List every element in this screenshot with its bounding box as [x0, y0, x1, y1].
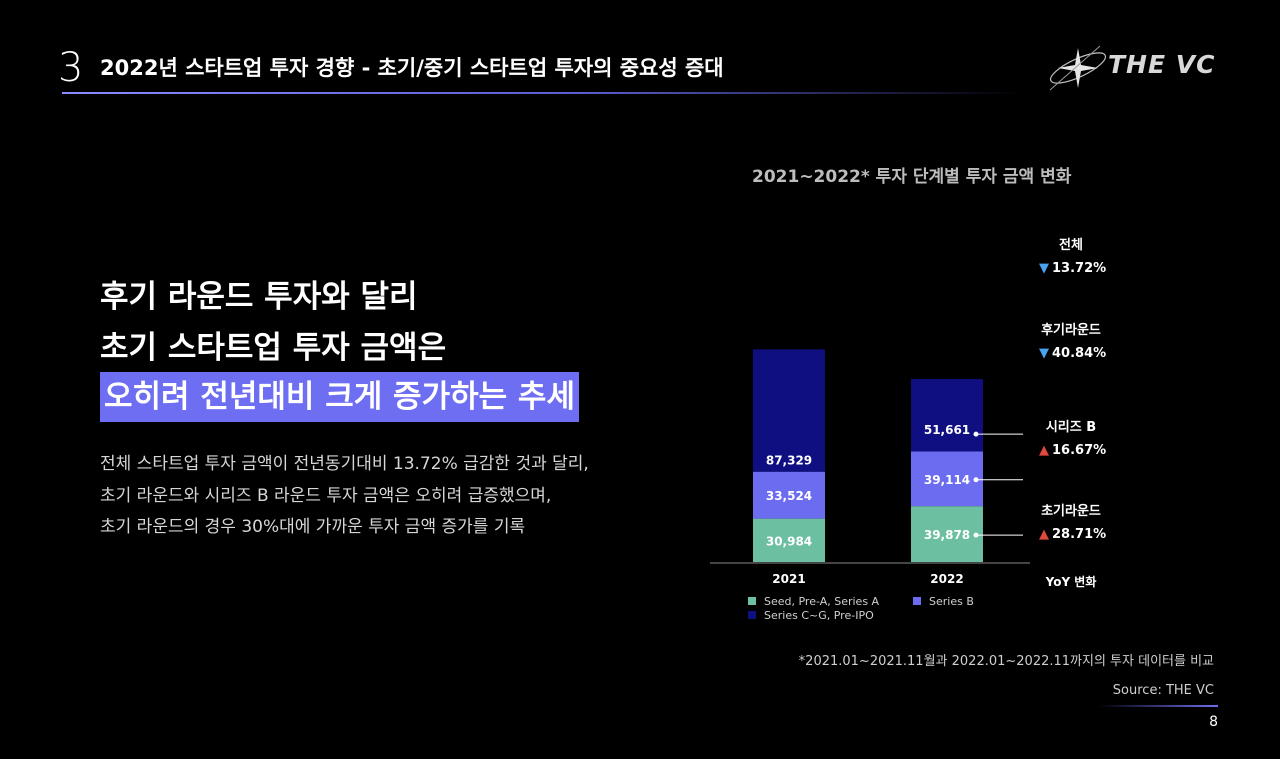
headline-line-1: 후기 라운드 투자와 달리: [100, 279, 418, 315]
section-number: 3: [58, 45, 84, 91]
page-title: 2022년 스타트업 투자 경향 - 초기/중기 스타트업 투자의 중요성 증대: [100, 56, 724, 80]
yoy-value-0: 13.72%: [1052, 261, 1106, 276]
body-line-2: 초기 라운드와 시리즈 B 라운드 투자 금액은 오히려 급증했으며,: [100, 486, 552, 506]
triangle-down-icon: ▼: [1039, 346, 1049, 361]
legend-label-1: Series B: [929, 595, 974, 608]
legend-label-2: Series C~G, Pre-IPO: [764, 609, 874, 622]
header-divider: [62, 92, 1022, 94]
headline-line-2: 초기 스타트업 투자 금액은: [100, 330, 447, 366]
body-line-1: 전체 스타트업 투자 금액이 전년동기대비 13.72% 급감한 것과 달리,: [100, 454, 589, 474]
legend-swatch-1: [913, 597, 921, 605]
legend-swatch-2: [748, 611, 756, 619]
triangle-up-icon: ▲: [1039, 443, 1049, 458]
yoy-axis-title: YoY 변화: [1045, 574, 1097, 589]
stacked-bar-chart: 30,984 33,524 87,329 2021 39,878 39,114 51,661…: [710, 237, 1106, 622]
logo-star-icon: [1049, 45, 1107, 91]
logo-text: THE VC: [1108, 50, 1216, 79]
body-line-3: 초기 라운드의 경우 30%대에 가까운 투자 금액 증가를 기록: [100, 517, 526, 537]
data-label-2021-series-2: 87,329: [766, 453, 812, 467]
headline-highlight: 오히려 전년대비 크게 증가하는 추세: [100, 372, 579, 422]
triangle-down-icon: ▼: [1039, 261, 1049, 276]
data-label-2021-series-1: 33,524: [766, 489, 812, 503]
triangle-up-icon: ▲: [1039, 527, 1049, 542]
chart-title: 2021~2022* 투자 단계별 투자 금액 변화: [752, 167, 1072, 187]
bar-2022-series-2: [911, 379, 983, 452]
yoy-label-3: 초기라운드: [1041, 503, 1101, 519]
yoy-value-2: 16.67%: [1052, 443, 1106, 458]
legend-label-0: Seed, Pre-A, Series A: [764, 595, 880, 608]
category-label-2021: 2021: [772, 572, 805, 586]
bar-2022-series-1: [911, 451, 983, 507]
source-divider: [1098, 705, 1218, 707]
yoy-label-2: 시리즈 B: [1046, 419, 1096, 435]
yoy-label-0: 전체: [1059, 237, 1083, 253]
data-label-2022-series-2: 51,661: [924, 423, 970, 437]
data-label-2022-series-1: 39,114: [924, 473, 970, 487]
page-number: 8: [1209, 714, 1218, 730]
yoy-label-1: 후기라운드: [1041, 322, 1101, 338]
yoy-value-3: 28.71%: [1052, 527, 1106, 542]
bar-2021-series-0: [753, 518, 825, 562]
footnote: *2021.01~2021.11월과 2022.01~2022.11까지의 투자…: [798, 654, 1214, 669]
legend-swatch-0: [748, 597, 756, 605]
bar-2021-series-2: [753, 349, 825, 472]
data-label-2022-series-0: 39,878: [924, 528, 970, 542]
yoy-value-1: 40.84%: [1052, 346, 1106, 361]
data-label-2021-series-0: 30,984: [766, 534, 812, 548]
the-vc-logo: THE VC: [1040, 40, 1230, 96]
bar-2022-series-0: [911, 506, 983, 562]
source-text: Source: THE VC: [1112, 683, 1214, 698]
category-label-2022: 2022: [930, 572, 963, 586]
bar-2021-series-1: [753, 471, 825, 519]
